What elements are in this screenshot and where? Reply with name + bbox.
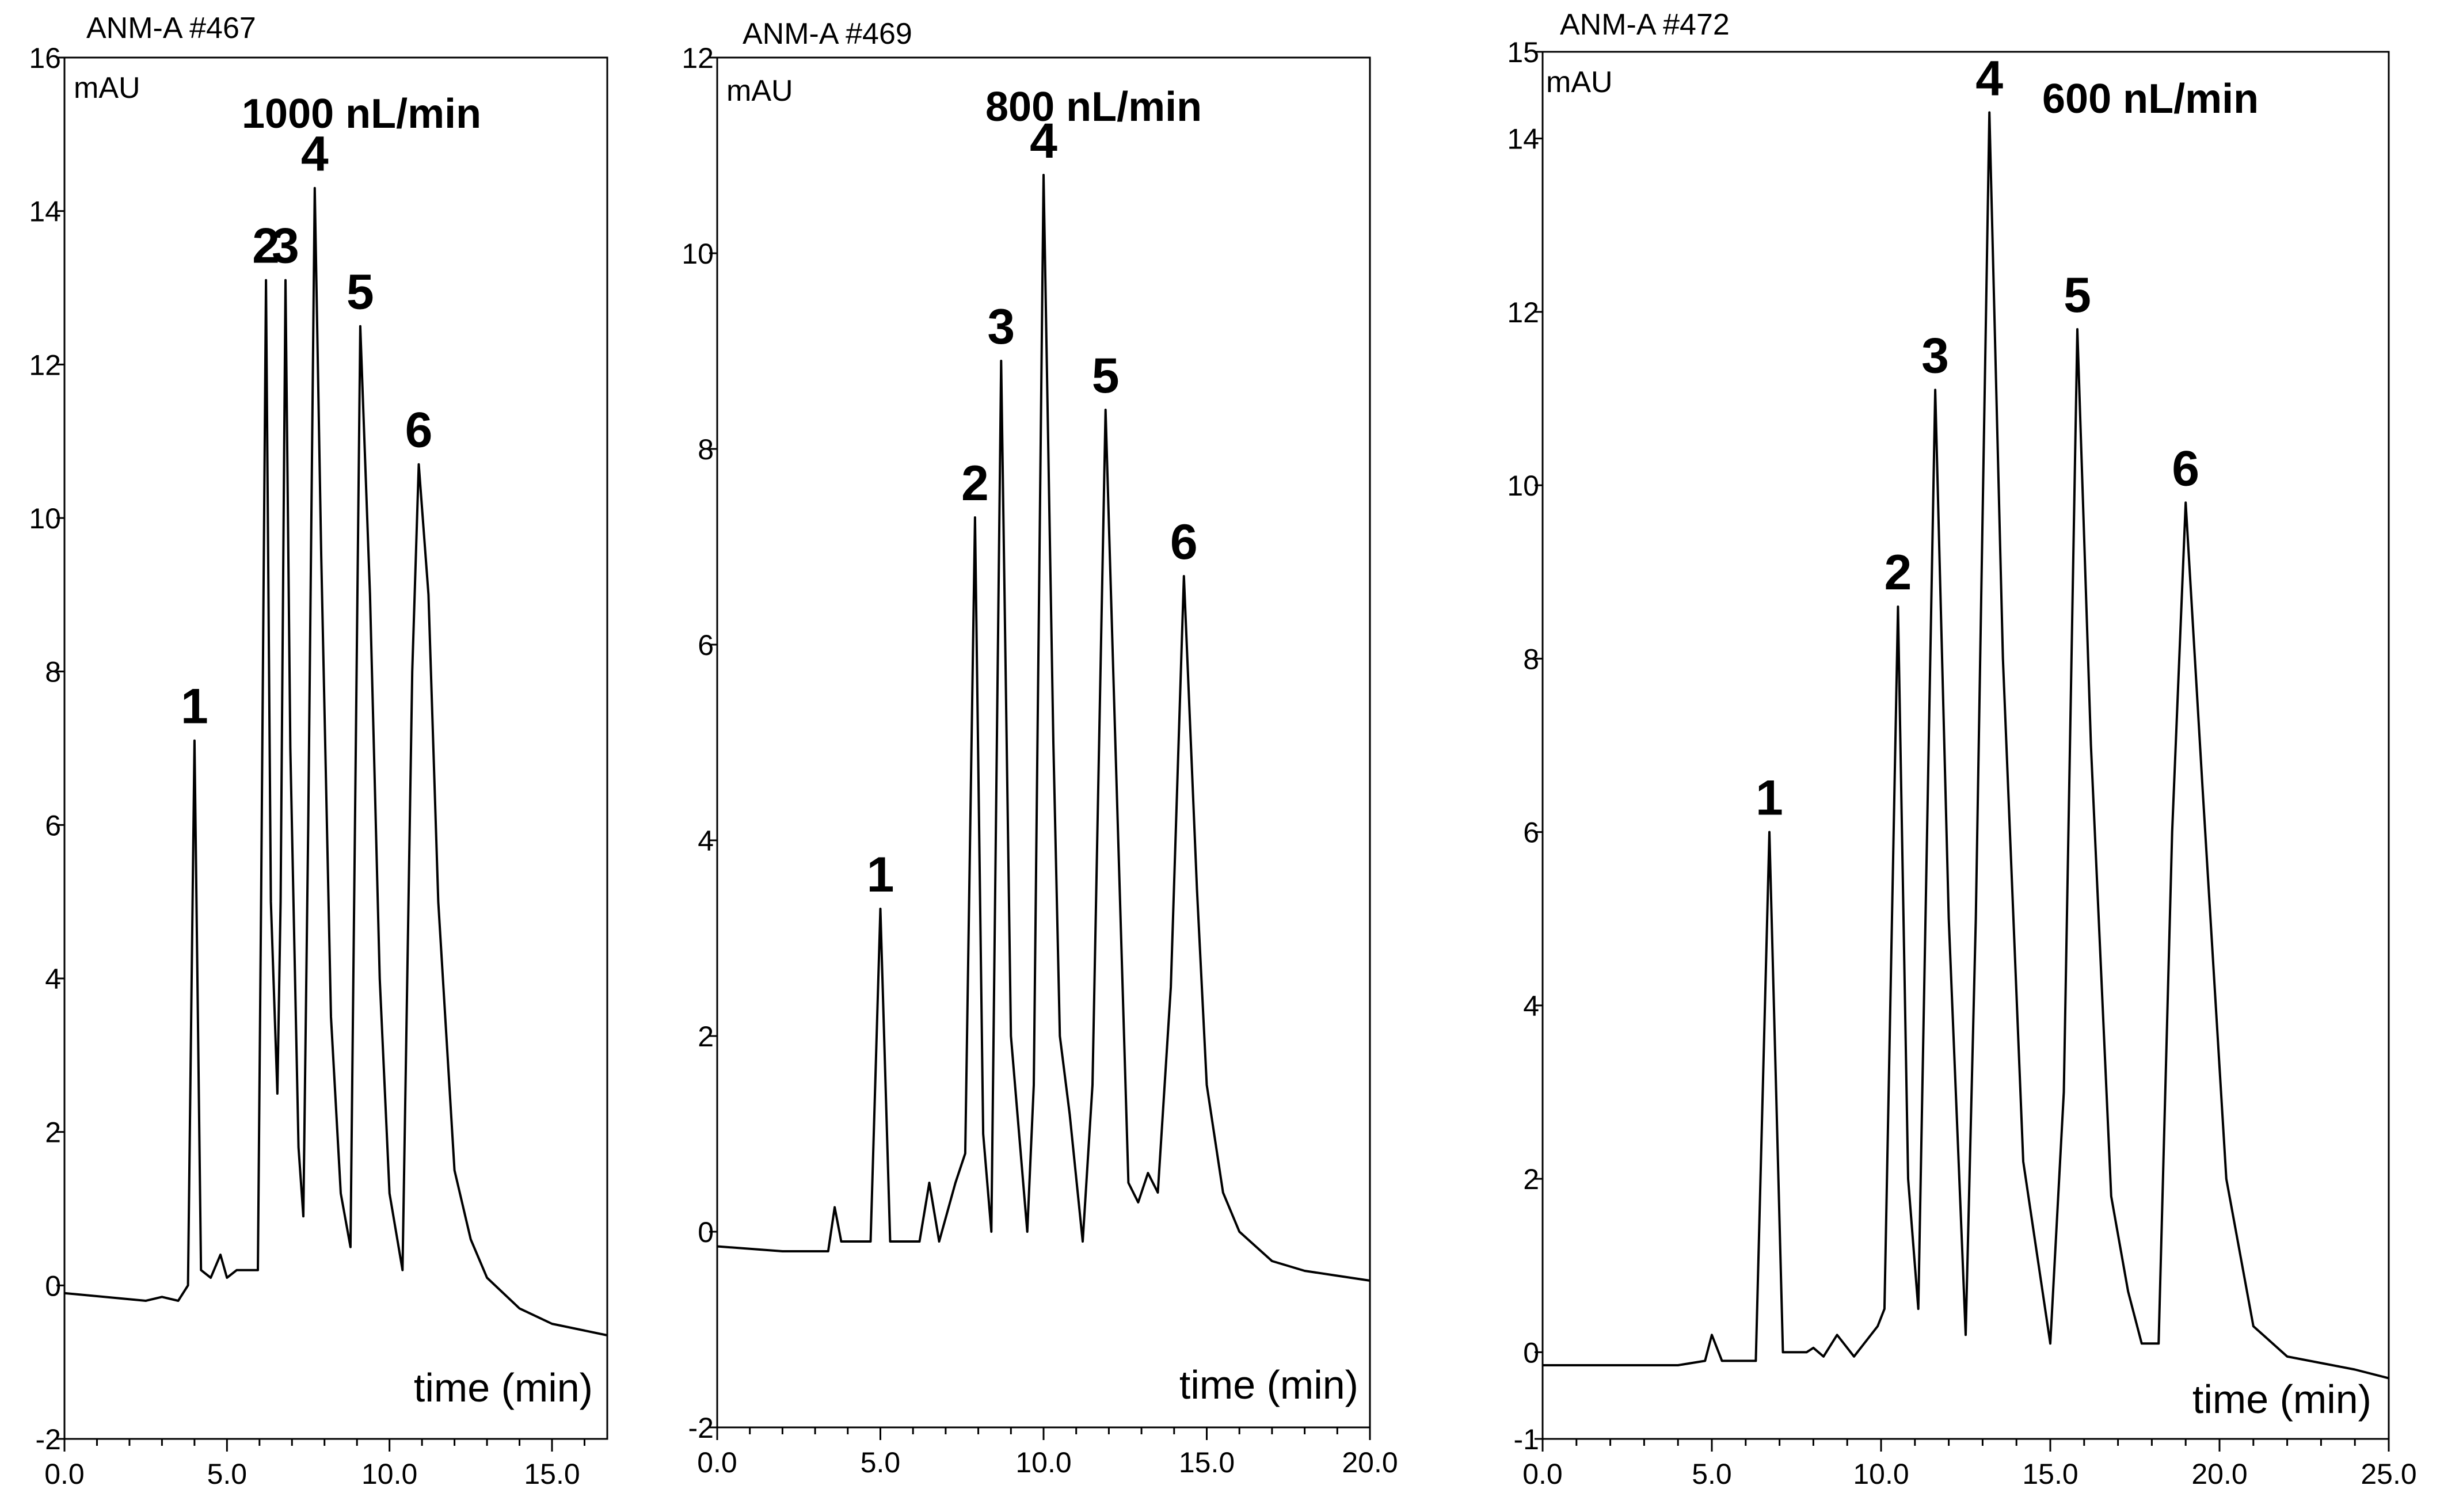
panel-1-y-tick-label: 6 xyxy=(45,809,61,841)
panel-2-peak-label-6: 6 xyxy=(1170,515,1198,570)
panel-3-x-axis-label: time (min) xyxy=(2192,1377,2371,1422)
panel-2-title: ANM-A #469 xyxy=(743,17,912,51)
panel-1-plot-frame xyxy=(63,56,608,1440)
panel-2-plot-frame xyxy=(716,56,1371,1429)
panel-3-x-tick-label: 5.0 xyxy=(1692,1458,1732,1490)
panel-3-y-tick-label: 12 xyxy=(1507,296,1539,329)
panel-2-y-tick-label: 8 xyxy=(698,433,714,466)
panel-2-y-tick-label: 0 xyxy=(698,1216,714,1248)
panel-2-x-tick-label: 5.0 xyxy=(861,1446,901,1479)
panel-1-y-tick-label: 4 xyxy=(45,963,61,995)
panel-1-peak-label-3: 3 xyxy=(272,219,299,274)
panel-3-y-tick-label: 4 xyxy=(1523,990,1539,1022)
panel-3-plot-frame xyxy=(1541,51,2390,1440)
panel-1-trace-line xyxy=(64,186,608,1336)
chromatogram-panel-2: ANM-A #469 mAU 800 nL/min time (min) -20… xyxy=(682,17,1398,1479)
panel-2-y-unit: mAU xyxy=(726,74,793,108)
panel-1-peak-label-4: 4 xyxy=(301,127,329,182)
panel-1-peak-label-1: 1 xyxy=(181,679,208,734)
panel-2-trace-line xyxy=(717,174,1371,1282)
panel-1-y-tick-label: -2 xyxy=(36,1423,61,1456)
panel-1-y-tick-label: 10 xyxy=(29,502,61,535)
panel-3-y-tick-label: 14 xyxy=(1507,123,1539,155)
panel-1-y-tick-label: 0 xyxy=(45,1270,61,1302)
panel-3-x-tick-label: 15.0 xyxy=(2022,1458,2078,1490)
panel-3-title: ANM-A #472 xyxy=(1560,8,1730,41)
panel-2-y-tick-label: 6 xyxy=(698,629,714,661)
panel-1-x-axis-label: time (min) xyxy=(414,1365,593,1410)
panel-3-peak-label-2: 2 xyxy=(1884,545,1912,600)
panel-3-y-tick-label: 6 xyxy=(1523,817,1539,849)
panel-2-x-tick-label: 15.0 xyxy=(1179,1446,1235,1479)
panel-1-peak-label-2: 2 xyxy=(252,219,280,274)
panel-2-x-axis-label: time (min) xyxy=(1179,1362,1358,1407)
panel-3-peak-label-4: 4 xyxy=(1975,51,2003,106)
panel-3-x-tick-label: 25.0 xyxy=(2361,1458,2416,1490)
panel-3-peak-label-1: 1 xyxy=(1756,771,1783,826)
panel-3-peak-label-3: 3 xyxy=(1921,328,1949,383)
panel-2-y-tick-label: 2 xyxy=(698,1020,714,1053)
panel-3-y-tick-label: -1 xyxy=(1514,1423,1539,1456)
panel-1-x-tick-label: 10.0 xyxy=(361,1458,417,1490)
panel-2-x-tick-label: 20.0 xyxy=(1342,1446,1398,1479)
panel-1-y-tick-label: 14 xyxy=(29,196,61,228)
panel-3-x-tick-label: 10.0 xyxy=(1853,1458,1909,1490)
panel-1-y-tick-label: 12 xyxy=(29,349,61,381)
panel-3-x-tick-label: 20.0 xyxy=(2191,1458,2247,1490)
panel-1-x-tick-label: 15.0 xyxy=(524,1458,580,1490)
panel-1-x-tick-label: 5.0 xyxy=(207,1458,248,1490)
chromatogram-panel-1: ANM-A #467 mAU 1000 nL/min time (min) -2… xyxy=(29,12,608,1490)
panel-1-y-unit: mAU xyxy=(74,71,140,105)
panel-2-y-tick-label: 4 xyxy=(698,825,714,857)
panel-3-x-tick-label: 0.0 xyxy=(1522,1458,1563,1490)
panel-2-x-tick-label: 10.0 xyxy=(1015,1446,1071,1479)
panel-3-y-tick-label: 0 xyxy=(1523,1336,1539,1369)
panel-2-peak-label-3: 3 xyxy=(987,299,1015,355)
panel-1-title: ANM-A #467 xyxy=(86,12,256,45)
panel-2-flow-rate: 800 nL/min xyxy=(985,84,1202,130)
panel-3-y-unit: mAU xyxy=(1546,66,1613,99)
panel-1-y-tick-label: 8 xyxy=(45,656,61,688)
panel-1-peak-label-6: 6 xyxy=(405,403,433,458)
panel-2-peak-label-1: 1 xyxy=(867,847,894,902)
panel-3-y-tick-label: 8 xyxy=(1523,643,1539,675)
panel-3-peak-label-6: 6 xyxy=(2172,441,2199,496)
panel-2-peak-label-4: 4 xyxy=(1030,113,1057,169)
chromatogram-panel-3: ANM-A #472 mAU 600 nL/min time (min) -10… xyxy=(1507,8,2416,1490)
panel-1-flow-rate: 1000 nL/min xyxy=(242,91,481,137)
panel-2-y-tick-label: 12 xyxy=(682,42,714,74)
panel-3-peak-label-5: 5 xyxy=(2064,268,2091,323)
panel-3-y-tick-label: 15 xyxy=(1507,36,1539,68)
panel-3-trace-line xyxy=(1543,111,2389,1380)
panel-1-y-tick-label: 16 xyxy=(29,42,61,74)
panel-2-y-tick-label: 10 xyxy=(682,238,714,270)
panel-1-y-tick-label: 2 xyxy=(45,1117,61,1149)
panel-2-x-tick-label: 0.0 xyxy=(697,1446,737,1479)
panel-3-y-tick-label: 10 xyxy=(1507,470,1539,502)
panel-3-y-tick-label: 2 xyxy=(1523,1163,1539,1195)
panel-1-peak-label-5: 5 xyxy=(347,265,374,320)
panel-1-x-tick-label: 0.0 xyxy=(44,1458,85,1490)
panel-2-peak-label-5: 5 xyxy=(1092,348,1120,403)
panel-2-y-tick-label: -2 xyxy=(688,1412,714,1444)
panel-2-peak-label-2: 2 xyxy=(961,456,989,511)
panel-3-flow-rate: 600 nL/min xyxy=(2042,76,2259,122)
